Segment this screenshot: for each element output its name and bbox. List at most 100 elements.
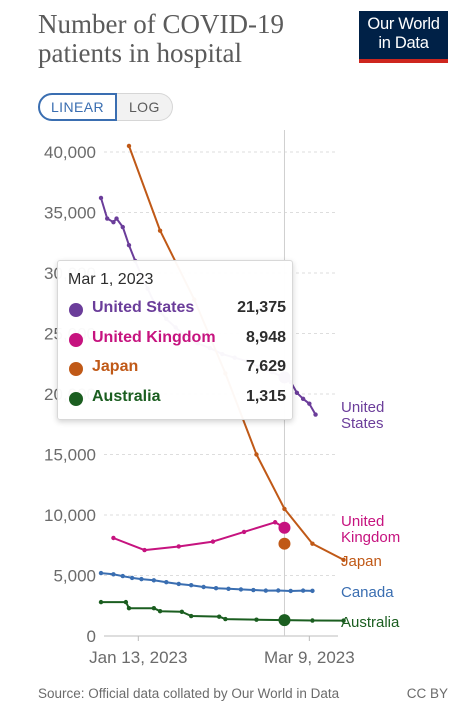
- owid-logo[interactable]: Our World in Data: [359, 11, 448, 63]
- data-point: [126, 242, 132, 248]
- y-tick-label: 35,000: [44, 204, 96, 223]
- data-point: [98, 195, 104, 201]
- x-tick-label: Jan 13, 2023: [89, 648, 187, 667]
- license-link[interactable]: CC BY: [406, 686, 448, 701]
- data-point: [120, 573, 125, 579]
- y-tick-label: 40,000: [44, 143, 96, 162]
- data-point: [310, 618, 315, 623]
- logo-line-2: in Data: [378, 34, 429, 52]
- data-point: [254, 617, 259, 622]
- data-point: [111, 535, 116, 541]
- data-point: [142, 547, 147, 553]
- tooltip-series-name: United States: [92, 299, 195, 316]
- series-label: Canada: [341, 584, 394, 601]
- series-labels: United States United Kingdom Japan Canada Aust…: [341, 399, 400, 631]
- tooltip-series-name: Japan: [92, 358, 139, 375]
- data-point: [105, 216, 110, 221]
- data-point: [307, 401, 312, 406]
- series-line[interactable]: [101, 601, 344, 622]
- data-point: [151, 578, 157, 583]
- legend-dot-icon: [69, 392, 83, 406]
- data-point: [254, 452, 259, 457]
- data-point: [126, 143, 132, 149]
- scale-toggle: LINEAR LOG: [38, 93, 173, 121]
- series-label: Australia: [341, 614, 400, 631]
- data-point: [129, 575, 135, 581]
- hover-tooltip: Mar 1, 2023 United States 21,375 United …: [57, 260, 293, 420]
- data-point: [294, 390, 300, 395]
- data-point: [263, 588, 269, 593]
- hover-marker: [278, 614, 291, 627]
- y-tick-label: 0: [87, 627, 96, 646]
- tooltip-row: Japan 7,629: [68, 358, 286, 382]
- data-point: [114, 216, 119, 221]
- data-point: [111, 219, 116, 225]
- data-point: [276, 588, 281, 593]
- data-point: [157, 228, 163, 233]
- data-point: [179, 609, 185, 614]
- data-point: [98, 599, 104, 605]
- tooltip-row: Australia 1,315: [68, 388, 286, 412]
- tooltip-series-value: 1,315: [245, 388, 286, 405]
- series-label: United Kingdom: [341, 513, 400, 546]
- data-point: [188, 582, 194, 588]
- x-tick-label: Mar 9, 2023: [264, 648, 355, 667]
- data-point: [126, 605, 132, 611]
- y-tick-label: 5,000: [53, 567, 96, 586]
- series-line[interactable]: [113, 521, 285, 552]
- data-point: [139, 576, 144, 582]
- series-label: Japan: [341, 553, 382, 570]
- data-point: [223, 616, 228, 622]
- data-point: [151, 605, 157, 611]
- data-point: [120, 224, 125, 230]
- data-point: [210, 539, 216, 544]
- chart-title: Number of COVID-19 patients in hospital: [38, 9, 284, 68]
- data-point: [98, 570, 104, 576]
- line-chart[interactable]: 05,00010,00015,00020,00025,00030,00035,0…: [0, 130, 474, 675]
- data-point: [300, 396, 306, 402]
- tooltip-series-value: 8,948: [245, 329, 286, 346]
- log-scale-button[interactable]: LOG: [116, 93, 173, 121]
- data-point: [251, 587, 256, 593]
- data-point: [341, 618, 346, 623]
- data-point: [188, 613, 194, 619]
- linear-scale-button[interactable]: LINEAR: [38, 93, 117, 121]
- hover-marker: [278, 521, 291, 534]
- tooltip-series-name: United Kingdom: [92, 329, 216, 346]
- y-tick-label: 15,000: [44, 446, 96, 465]
- data-point: [288, 588, 293, 594]
- tooltip-series-value: 7,629: [245, 358, 286, 375]
- data-point: [164, 579, 169, 585]
- tooltip-series-value: 21,375: [237, 299, 286, 316]
- data-point: [123, 599, 129, 605]
- data-point: [341, 557, 346, 562]
- legend-dot-icon: [69, 362, 83, 376]
- logo-line-1: Our World: [367, 15, 440, 33]
- source-note[interactable]: Source: Official data collated by Our Wo…: [38, 686, 340, 701]
- data-point: [300, 588, 306, 593]
- data-point: [241, 529, 247, 535]
- data-point: [313, 412, 318, 417]
- tooltip-series-name: Australia: [92, 388, 161, 405]
- data-point: [201, 584, 206, 590]
- tooltip-date: Mar 1, 2023: [68, 271, 154, 288]
- data-point: [238, 587, 244, 592]
- data-point: [282, 506, 287, 512]
- hover-marker: [278, 537, 291, 550]
- legend-dot-icon: [69, 303, 83, 317]
- tooltip-row: United Kingdom 8,948: [68, 329, 286, 353]
- data-point: [111, 572, 116, 577]
- data-point: [226, 586, 231, 592]
- legend-dot-icon: [69, 333, 83, 347]
- data-point: [310, 588, 315, 594]
- data-point: [157, 608, 163, 614]
- data-point: [176, 544, 181, 549]
- x-axis-ticks: Jan 13, 2023 Mar 9, 2023: [89, 636, 355, 667]
- data-point: [272, 520, 278, 525]
- data-point: [216, 614, 222, 619]
- data-point: [310, 541, 315, 546]
- tooltip-row: United States 21,375: [68, 299, 286, 323]
- series-label: United States: [341, 399, 384, 432]
- y-tick-label: 10,000: [44, 506, 96, 525]
- data-point: [176, 581, 181, 587]
